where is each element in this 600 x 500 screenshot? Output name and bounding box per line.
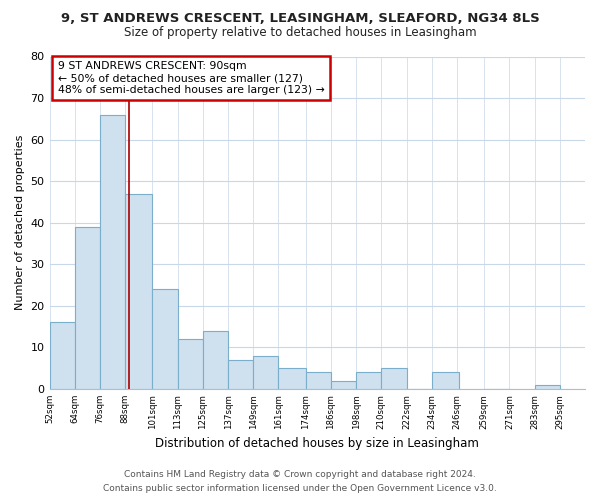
Bar (382, 368, 407, 389)
Bar (356, 372, 382, 389)
Bar (178, 339, 203, 389)
Bar (253, 356, 278, 389)
Bar (228, 360, 253, 389)
Text: 9, ST ANDREWS CRESCENT, LEASINGHAM, SLEAFORD, NG34 8LS: 9, ST ANDREWS CRESCENT, LEASINGHAM, SLEA… (61, 12, 539, 26)
Text: Size of property relative to detached houses in Leasingham: Size of property relative to detached ho… (124, 26, 476, 39)
Bar (125, 194, 152, 389)
Text: Contains public sector information licensed under the Open Government Licence v3: Contains public sector information licen… (103, 484, 497, 493)
Bar (535, 385, 560, 389)
Bar (100, 114, 125, 389)
X-axis label: Distribution of detached houses by size in Leasingham: Distribution of detached houses by size … (155, 437, 479, 450)
Bar (50, 322, 75, 389)
Bar (331, 380, 356, 389)
Bar (152, 289, 178, 389)
Text: 9 ST ANDREWS CRESCENT: 90sqm
← 50% of detached houses are smaller (127)
48% of s: 9 ST ANDREWS CRESCENT: 90sqm ← 50% of de… (58, 62, 325, 94)
Bar (306, 372, 331, 389)
Bar (432, 372, 459, 389)
Text: Contains HM Land Registry data © Crown copyright and database right 2024.: Contains HM Land Registry data © Crown c… (124, 470, 476, 479)
Bar (75, 227, 100, 389)
Bar (278, 368, 306, 389)
Bar (203, 331, 228, 389)
Y-axis label: Number of detached properties: Number of detached properties (15, 135, 25, 310)
